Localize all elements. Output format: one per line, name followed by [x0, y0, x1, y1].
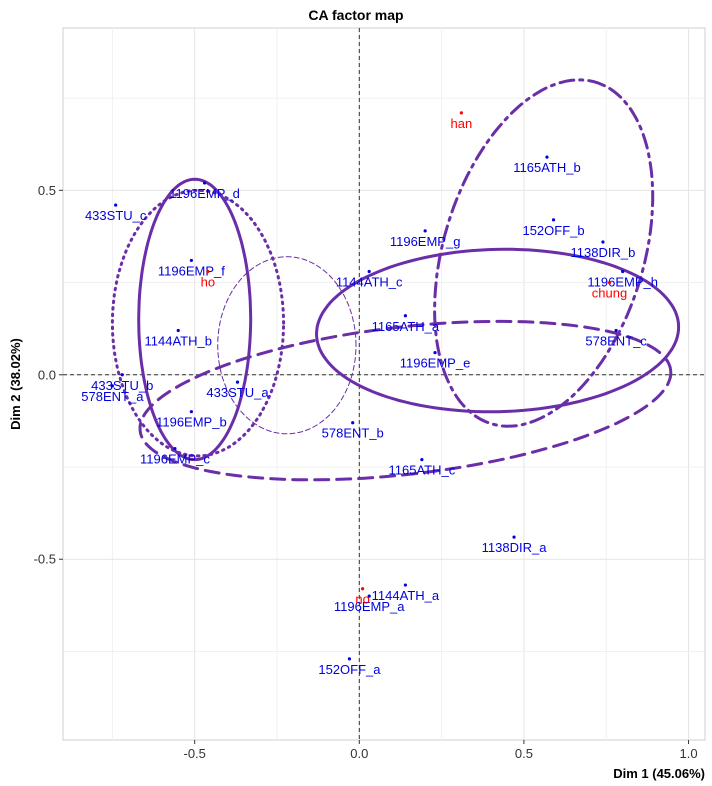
x-axis-ticks: -0.5 0.0 0.5 1.0 — [183, 740, 698, 761]
rows-point-1196EMP_a — [367, 594, 371, 598]
cols-point-ho — [206, 269, 210, 274]
rows-point-1196EMP_h — [621, 269, 625, 274]
cols-point-no — [361, 587, 365, 591]
y-tick-label: 0.0 — [38, 367, 56, 382]
rows-point-152OFF_b — [551, 218, 556, 222]
cols-point-label: han — [451, 116, 473, 131]
points: 1196EMP_d 433STU_c 1196EMP_f 1144ATH_b 433ST… — [81, 111, 658, 677]
rows-point-label: 433STU_a — [206, 385, 269, 400]
rows-point-label: 578ENT_a — [81, 389, 144, 404]
rows-point-1165ATH_c — [420, 458, 424, 462]
confidence-ellipse-5 — [138, 319, 673, 482]
confidence-ellipse-6 — [433, 78, 655, 428]
rows-point-label: 1144ATH_c — [336, 274, 403, 289]
rows-point-433STU_c — [114, 203, 118, 207]
rows-point-1165ATH_a — [403, 314, 407, 318]
rows-point-label: 1165ATH_a — [372, 319, 440, 334]
x-tick-label: 0.5 — [515, 746, 533, 761]
plot-area: 1196EMP_d 433STU_c 1196EMP_f 1144ATH_b 433ST… — [62, 27, 706, 741]
rows-point-1196EMP_d — [202, 181, 207, 185]
y-axis-title: Dim 2 (38.02%) — [8, 338, 23, 430]
y-axis-ticks: -0.5 0.0 0.5 — [34, 183, 63, 567]
cols-point-han — [459, 111, 463, 115]
confidence-ellipse-3 — [217, 256, 357, 435]
rows-point-label: 578ENT_b — [322, 426, 384, 441]
grid — [63, 28, 705, 740]
rows-point-label: 1144ATH_a — [372, 588, 440, 603]
rows-point-1144ATH_c — [367, 269, 371, 274]
rows-point-152OFF_a — [347, 657, 352, 661]
rows-point-578ENT_c — [614, 328, 618, 333]
zero-lines — [63, 28, 705, 740]
x-tick-label: 0.0 — [350, 746, 368, 761]
rows-point-label: 1196EMP_b — [156, 415, 227, 430]
x-tick-label: 1.0 — [679, 746, 697, 761]
rows-point-578ENT_b — [351, 421, 355, 425]
rows-point-433STU_b — [120, 373, 124, 377]
cols-point-label: no — [355, 592, 369, 607]
rows-point-label: 1196EMP_a — [334, 599, 405, 614]
ellipses — [110, 78, 681, 482]
rows-point-label: 1138DIR_b — [571, 245, 636, 260]
rows-point-433STU_a — [235, 380, 240, 384]
rows-point-label: 578ENT_c — [585, 334, 647, 349]
x-axis-title: Dim 1 (45.06%) — [613, 766, 705, 781]
x-tick-label: -0.5 — [183, 746, 205, 761]
rows-point-label: 1165ATH_c — [388, 463, 455, 478]
y-tick-label: 0.5 — [38, 183, 56, 198]
rows-point-1165ATH_b — [545, 155, 549, 159]
rows-point-label: 1196EMP_h — [587, 274, 658, 289]
rows-point-1196EMP_g — [423, 229, 427, 233]
rows-point-1196EMP_f — [189, 258, 193, 263]
y-tick-label: -0.5 — [34, 552, 56, 567]
cols-point-label: chung — [592, 286, 627, 301]
rows-point-label: 433STU_c — [85, 208, 147, 223]
chart-title: CA factor map — [308, 7, 403, 23]
confidence-ellipse-4 — [314, 247, 681, 414]
rows-point-label: 1196EMP_g — [390, 234, 461, 249]
rows-point-label: 1165ATH_b — [513, 160, 580, 175]
confidence-ellipse-1 — [137, 177, 253, 462]
rows-point-1196EMP_b — [189, 410, 193, 414]
confidence-ellipse-2 — [110, 188, 286, 458]
rows-point-label: 152OFF_a — [318, 662, 381, 677]
rows-point-1196EMP_e — [433, 351, 437, 355]
rows-point-1138DIR_a — [512, 535, 516, 539]
rows-point-label: 1196EMP_f — [158, 263, 225, 278]
rows-point-label: 1196EMP_c — [140, 452, 210, 467]
rows-point-1196EMP_c — [173, 446, 177, 451]
rows-point-label: 1196EMP_d — [169, 186, 240, 201]
rows-point-578ENT_a — [110, 384, 114, 388]
rows-point-1138DIR_b — [601, 240, 605, 244]
rows-point-1144ATH_b — [176, 328, 180, 333]
rows-point-label: 1196EMP_e — [400, 356, 471, 371]
plot-panel — [62, 27, 706, 741]
rows-point-label: 1144ATH_b — [145, 334, 212, 349]
rows-point-label: 1138DIR_a — [482, 540, 548, 555]
rows-point-label: 152OFF_b — [522, 223, 584, 238]
cols-point-chung — [607, 280, 612, 285]
rows-point-1144ATH_a — [403, 583, 407, 587]
cols-point-label: ho — [201, 274, 215, 289]
rows-point-label: 433STU_b — [91, 378, 153, 393]
